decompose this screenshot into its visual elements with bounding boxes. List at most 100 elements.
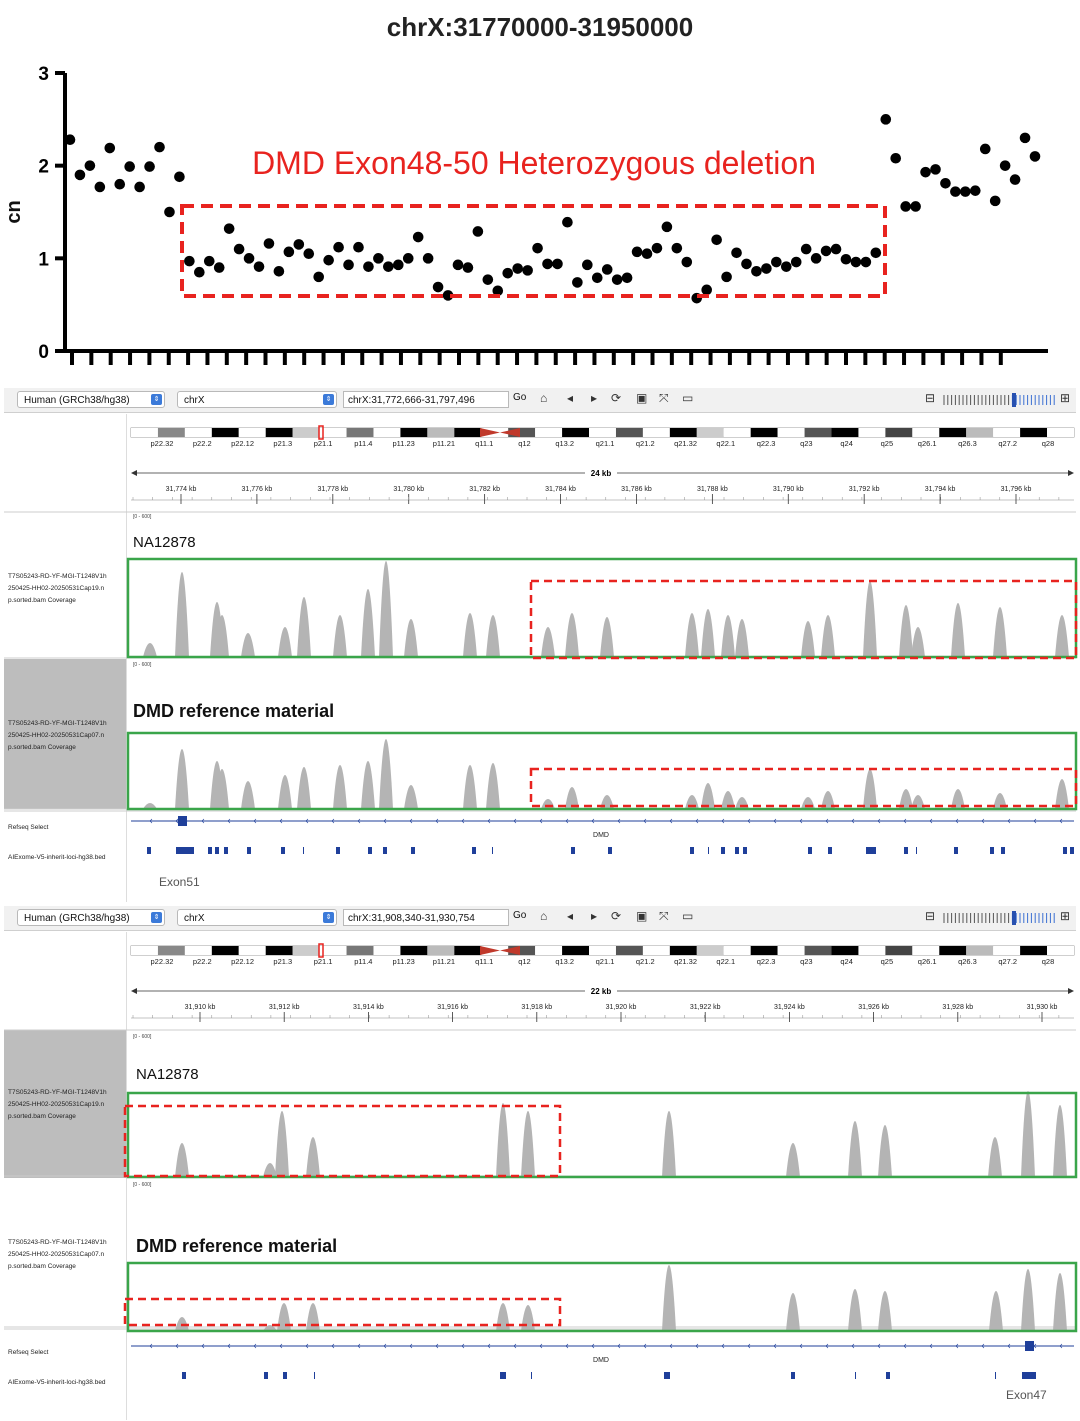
- coverage-peak: [306, 1303, 320, 1331]
- bed-feature: [886, 1372, 890, 1379]
- cn-point: [999, 160, 1011, 171]
- locus-input[interactable]: chrX:31,772,666-31,797,496: [343, 391, 509, 408]
- deletion-annotation: DMD Exon48-50 Heterozygous deletion: [252, 145, 816, 181]
- zoom-in-icon[interactable]: ⊞: [1060, 391, 1071, 405]
- bed-feature: [500, 1372, 506, 1379]
- cytoband-label: p21.3: [273, 957, 292, 966]
- cytoband-label: q27.2: [998, 439, 1017, 448]
- refresh-icon[interactable]: ⟳: [611, 909, 622, 923]
- cn-point: [601, 264, 613, 275]
- sample-name-label: DMD reference material: [133, 701, 335, 721]
- ruler-tick-label: 31,914 kb: [353, 1004, 384, 1011]
- ruler-tick-label: 31,924 kb: [774, 1004, 805, 1011]
- bed-feature: [664, 1372, 670, 1379]
- cn-point: [194, 266, 205, 278]
- track-file-label: 250425-HH02-20250531Cap07.n: [8, 1251, 105, 1258]
- cytoband-label: q11.1: [475, 957, 493, 966]
- coverage-peak: [361, 589, 375, 657]
- zoom-slider[interactable]: [940, 393, 1060, 407]
- cn-scatter-chart: 0 1 2 3 DMD Exon48-50 Heterozygous deletion…: [3, 64, 1048, 365]
- cn-point: [303, 248, 315, 259]
- y-tick-label: 0: [38, 342, 49, 363]
- coverage-peak: [701, 783, 715, 809]
- ruler-tick-label: 31,784 kb: [545, 486, 576, 493]
- cytoband-label: p11.21: [433, 957, 455, 966]
- refseq-track-label: Refseq Select: [8, 1349, 49, 1356]
- bed-feature: [264, 1372, 268, 1379]
- cytoband-label: q23: [800, 957, 813, 966]
- igv-toolbar: Human (GRCh38/hg38) ⇕ chrX ⇕ chrX:31,772,666…: [4, 388, 1076, 413]
- cytoband-label: q21.2: [636, 439, 655, 448]
- ruler-tick-label: 31,930 kb: [1027, 1004, 1058, 1011]
- forward-arrow-icon[interactable]: ▸: [591, 909, 598, 923]
- forward-arrow-icon[interactable]: ▸: [591, 391, 598, 405]
- cn-point: [940, 177, 951, 189]
- bed-feature: [208, 847, 212, 854]
- zoom-out-icon[interactable]: ⊟: [925, 909, 936, 923]
- cn-point: [552, 258, 563, 270]
- gene-name-label: DMD: [593, 1357, 609, 1364]
- cn-point: [979, 143, 991, 155]
- resize-icon[interactable]: ⤧: [659, 909, 669, 923]
- cn-point: [830, 243, 842, 255]
- cn-point: [621, 272, 633, 284]
- bed-feature: [492, 847, 493, 854]
- cn-point: [124, 161, 135, 172]
- cytoband-label: q22.3: [757, 957, 776, 966]
- bed-feature: [336, 847, 340, 854]
- zoom-slider[interactable]: [940, 911, 1060, 925]
- cn-point: [542, 258, 553, 270]
- home-icon[interactable]: ⌂: [540, 909, 548, 923]
- coverage-peak: [721, 615, 735, 657]
- chromosome-dropdown[interactable]: chrX ⇕: [177, 391, 337, 408]
- genome-dropdown[interactable]: Human (GRCh38/hg38) ⇕: [17, 391, 165, 408]
- coverage-peak: [175, 572, 189, 657]
- cytoband-label: q13.2: [555, 957, 574, 966]
- cn-point: [343, 259, 354, 271]
- cytoband-label: q21.1: [596, 957, 615, 966]
- zoom-out-icon[interactable]: ⊟: [925, 391, 936, 405]
- popup-text-icon[interactable]: ▭: [682, 391, 694, 405]
- chromosome-dropdown[interactable]: chrX ⇕: [177, 909, 337, 926]
- cytoband-label: q26.3: [958, 957, 977, 966]
- back-arrow-icon[interactable]: ◂: [567, 391, 574, 405]
- go-button[interactable]: Go: [513, 392, 527, 403]
- cn-point: [164, 206, 175, 218]
- cn-point: [562, 216, 573, 228]
- bed-feature: [176, 847, 194, 854]
- go-button[interactable]: Go: [513, 910, 527, 921]
- gene-exon: [1025, 1341, 1034, 1351]
- home-icon[interactable]: ⌂: [540, 391, 548, 405]
- coverage-peak: [565, 613, 579, 657]
- coverage-peak: [878, 1291, 892, 1331]
- locus-input[interactable]: chrX:31,908,340-31,930,754: [343, 909, 509, 926]
- deletion-highlight-box: [180, 204, 887, 298]
- region-icon[interactable]: ▣: [636, 909, 648, 923]
- genome-dropdown[interactable]: Human (GRCh38/hg38) ⇕: [17, 909, 165, 926]
- cn-point: [353, 241, 364, 253]
- popup-text-icon[interactable]: ▭: [682, 909, 694, 923]
- coverage-peak: [143, 643, 157, 657]
- resize-icon[interactable]: ⤧: [659, 391, 669, 405]
- coverage-peak: [565, 787, 579, 809]
- bed-feature: [608, 847, 612, 854]
- coverage-peak: [989, 1291, 1003, 1331]
- region-icon[interactable]: ▣: [636, 391, 648, 405]
- cytoband-label: q22.3: [757, 439, 776, 448]
- ruler-tick-label: 31,912 kb: [269, 1004, 300, 1011]
- cn-point: [482, 274, 494, 285]
- cytoband-label: p11.23: [392, 957, 414, 966]
- cn-point: [213, 262, 225, 273]
- bed-feature: [743, 847, 747, 854]
- ruler-tick-label: 31,928 kb: [942, 1004, 973, 1011]
- cn-point: [263, 238, 275, 249]
- coverage-peak: [297, 767, 311, 809]
- back-arrow-icon[interactable]: ◂: [567, 909, 574, 923]
- bed-feature: [531, 1372, 532, 1379]
- refresh-icon[interactable]: ⟳: [611, 391, 622, 405]
- track-file-label: p.sorted.bam Coverage: [8, 1113, 76, 1120]
- ruler-tick-label: 31,786 kb: [621, 486, 652, 493]
- ruler-tick-label: 31,796 kb: [1001, 486, 1032, 493]
- track-file-label: 250425-HH02-20250531Cap07.n: [8, 732, 105, 739]
- zoom-in-icon[interactable]: ⊞: [1060, 909, 1071, 923]
